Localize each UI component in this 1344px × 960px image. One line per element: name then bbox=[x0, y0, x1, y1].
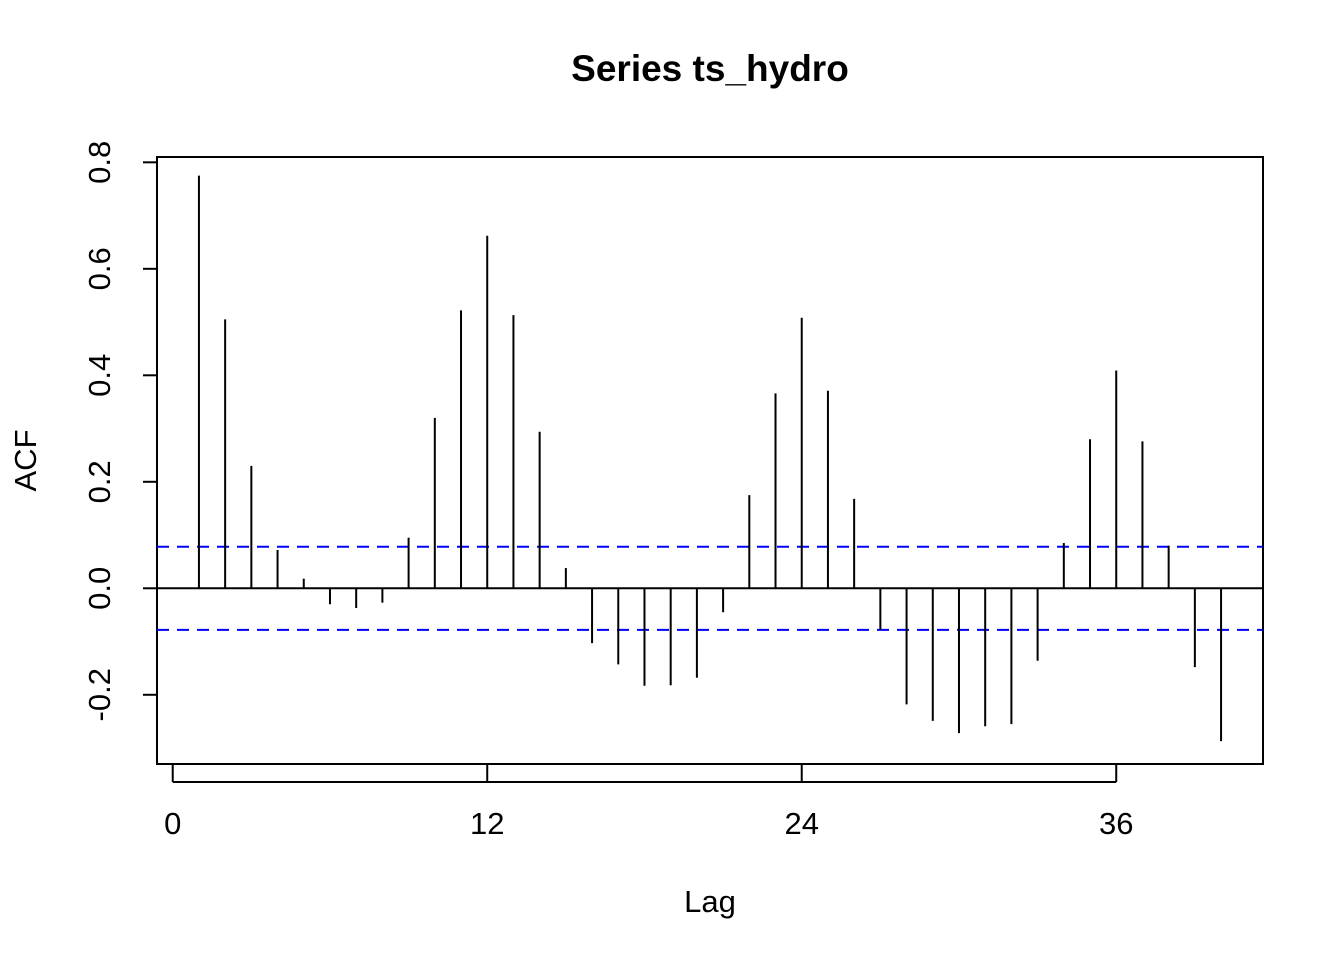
y-tick-label: 0.8 bbox=[82, 141, 117, 184]
plot-frame bbox=[156, 156, 1264, 765]
y-tick-label: 0.6 bbox=[82, 247, 117, 290]
x-axis: 0 12 24 36 bbox=[164, 764, 1133, 841]
x-tick-label: 36 bbox=[1099, 806, 1133, 841]
acf-bars bbox=[197, 175, 1223, 742]
x-tick-label: 0 bbox=[164, 806, 181, 841]
y-tick-label: 0.4 bbox=[82, 354, 117, 397]
y-tick-label: 0.2 bbox=[82, 460, 117, 503]
x-tick-label: 24 bbox=[784, 806, 818, 841]
confidence-bounds bbox=[157, 545, 1263, 631]
y-tick-label: 0.0 bbox=[82, 567, 117, 610]
y-axis-label: ACF bbox=[8, 430, 43, 492]
chart-title: Series ts_hydro bbox=[571, 48, 849, 89]
x-tick-label: 12 bbox=[470, 806, 504, 841]
x-axis-label: Lag bbox=[684, 884, 736, 919]
y-tick-label: -0.2 bbox=[82, 668, 117, 721]
y-axis: -0.2 0.0 0.2 0.4 0.6 0.8 bbox=[82, 141, 158, 721]
